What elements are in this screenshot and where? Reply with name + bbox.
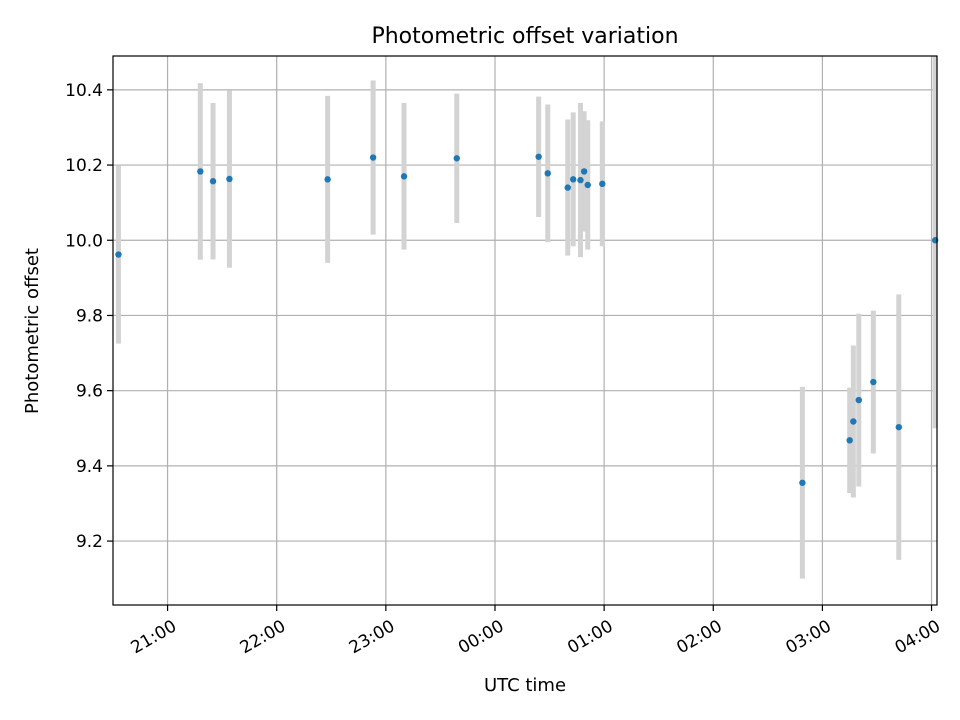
data-point: [870, 378, 877, 386]
data-points: [115, 153, 939, 486]
y-tick-label: 10.0: [65, 231, 103, 251]
x-tick-label: 03:00: [782, 616, 834, 658]
data-point: [324, 176, 331, 183]
data-point: [400, 173, 408, 180]
data-point: [535, 153, 542, 160]
data-point: [453, 155, 460, 162]
data-point: [226, 175, 233, 183]
x-axis-label: UTC time: [484, 675, 566, 696]
y-tick-label: 9.8: [76, 306, 103, 326]
data-point: [855, 396, 862, 404]
data-point: [115, 251, 122, 258]
x-tick-label: 21:00: [128, 616, 180, 658]
data-point: [580, 168, 588, 175]
data-point: [570, 176, 577, 183]
x-tick-label: 02:00: [673, 616, 725, 658]
data-point: [197, 168, 204, 175]
data-point: [895, 423, 903, 431]
y-tick-label: 10.4: [65, 81, 103, 101]
y-axis-label: Photometric offset: [22, 248, 43, 414]
y-tick-label: 9.6: [76, 382, 103, 402]
y-tick-label: 9.2: [76, 532, 103, 552]
data-point: [846, 437, 853, 444]
x-tick-label: 23:00: [346, 616, 398, 658]
errorbars: [115, 56, 938, 579]
data-point: [564, 184, 571, 191]
data-point: [209, 178, 217, 185]
grid: [113, 56, 937, 605]
data-point: [584, 181, 591, 189]
y-axis-ticks: 9.2 9.4 9.6 9.8 10.0 10.2 10.4: [65, 81, 113, 552]
data-point: [369, 154, 377, 161]
x-tick-label: 04:00: [892, 616, 944, 658]
x-axis-ticks: 21:00 22:00 23:00 00:00 01:00 02:00 03:00 04:00: [128, 605, 944, 658]
chart-title: Photometric offset variation: [371, 24, 678, 49]
y-tick-label: 10.2: [65, 156, 103, 176]
data-point: [577, 176, 584, 184]
data-point: [599, 180, 606, 188]
data-point: [799, 479, 806, 486]
x-tick-label: 00:00: [455, 616, 507, 658]
data-point: [850, 418, 857, 425]
data-point: [544, 170, 551, 177]
plot-frame: [112, 55, 938, 606]
y-tick-label: 9.4: [76, 457, 103, 477]
x-tick-label: 01:00: [564, 616, 616, 658]
x-tick-label: 22:00: [237, 616, 289, 658]
